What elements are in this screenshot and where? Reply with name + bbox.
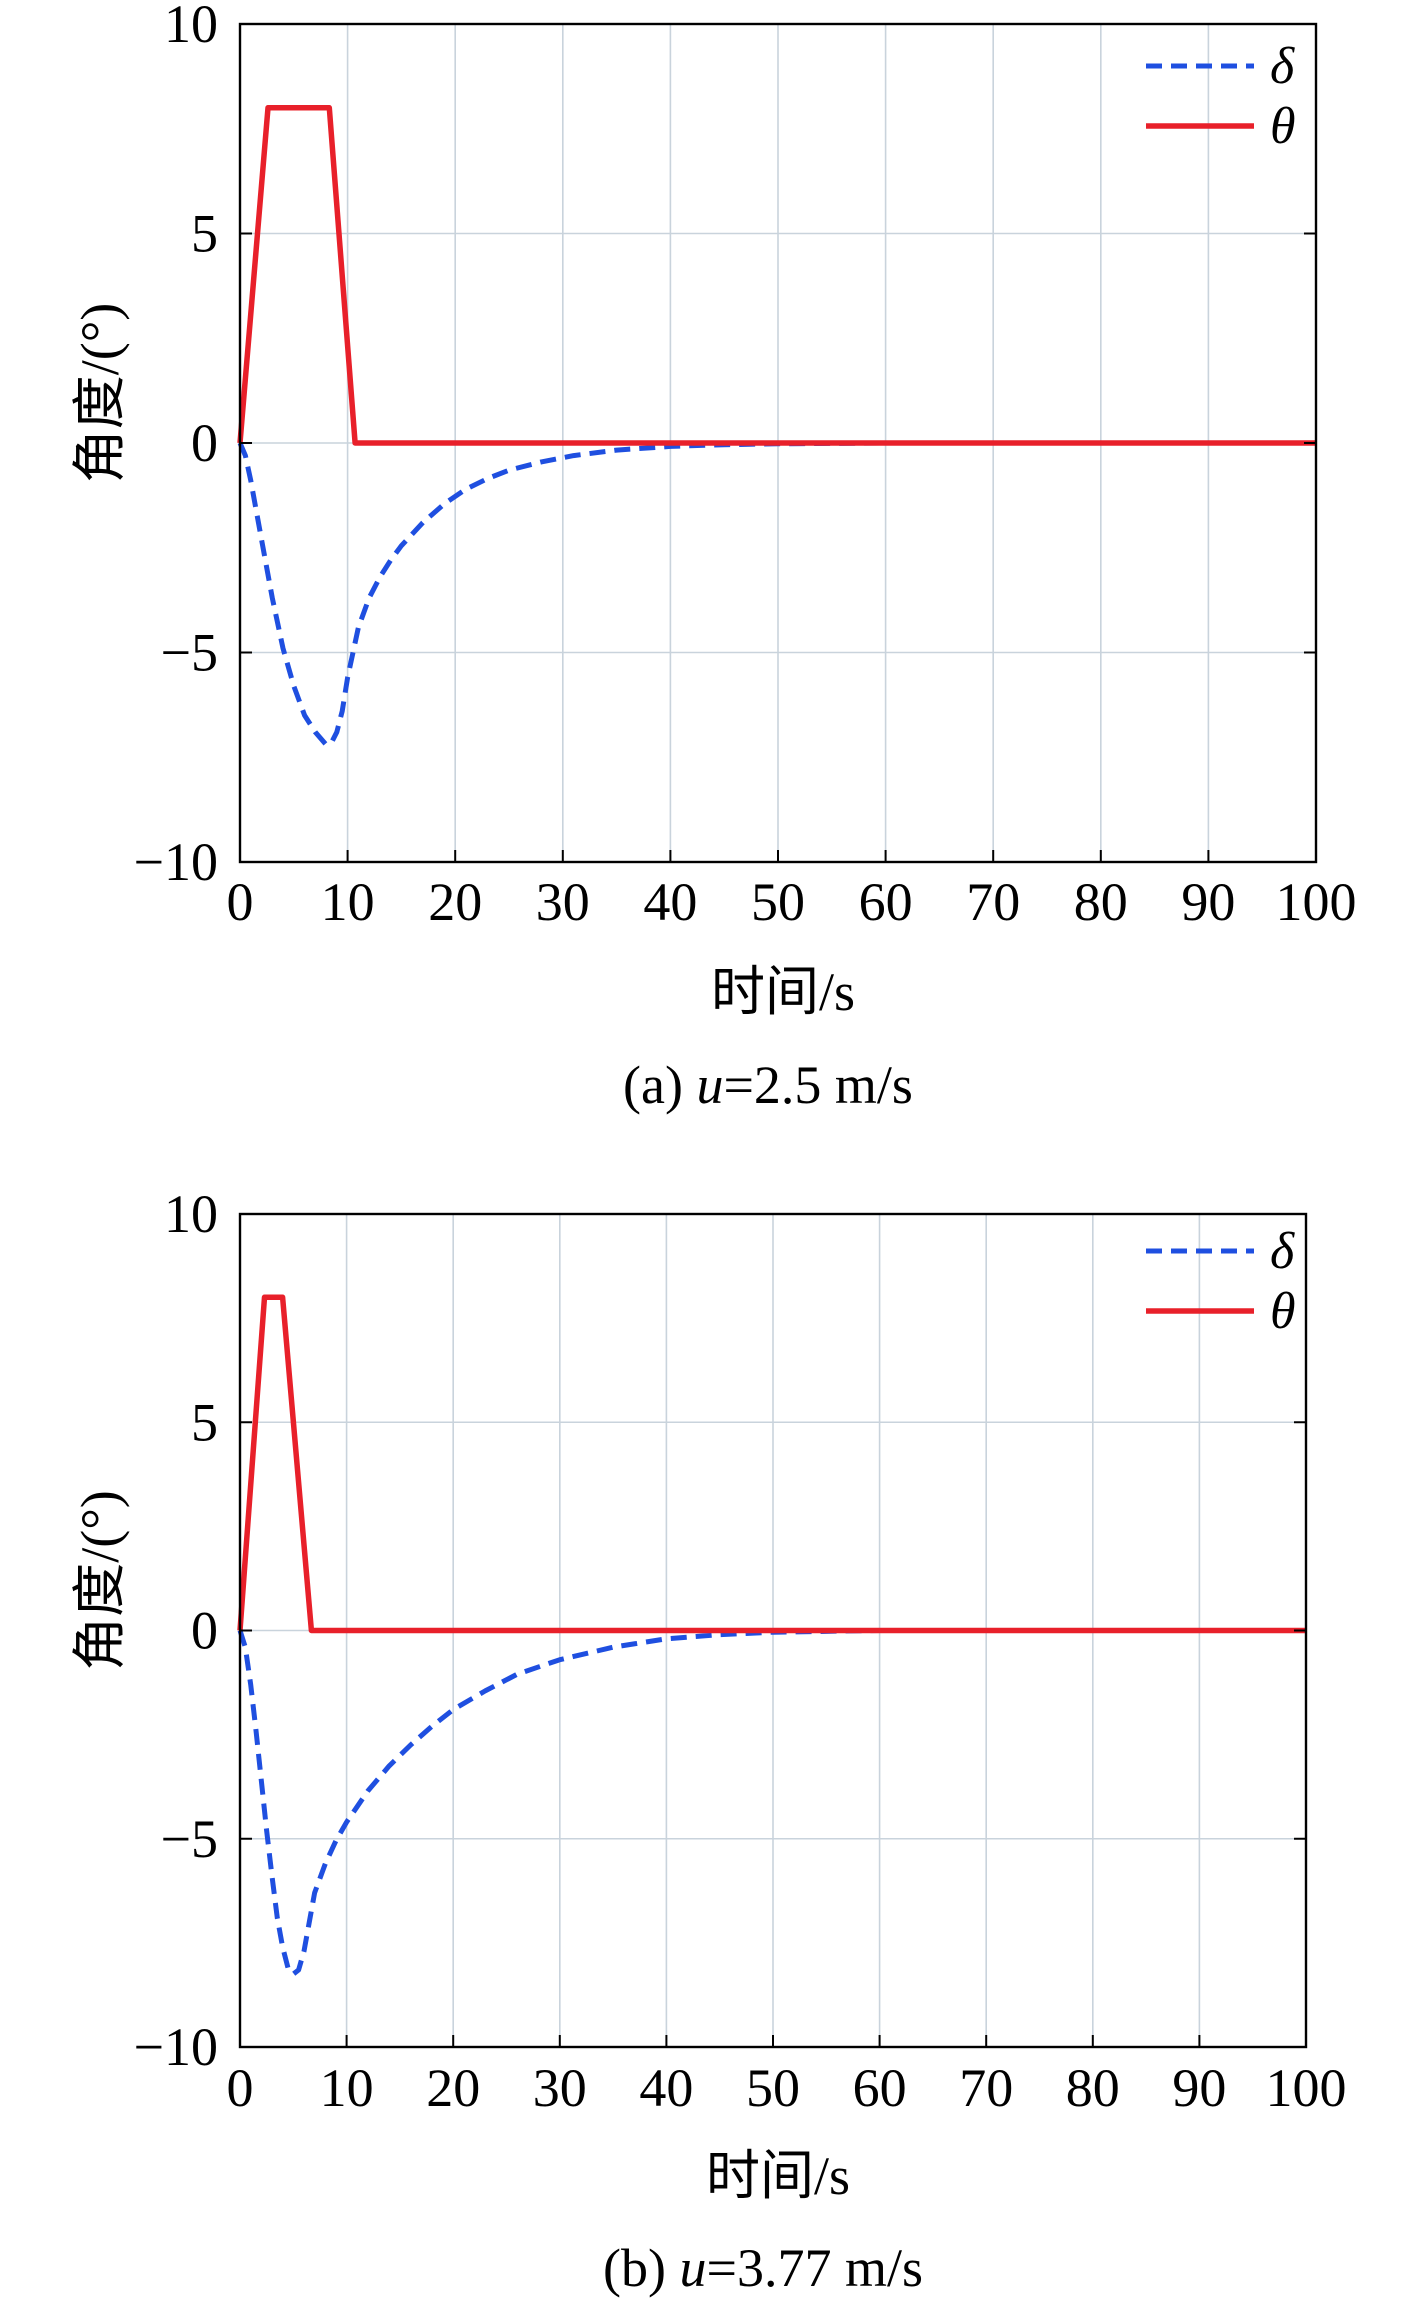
chart-a-xtick-label-40: 40 [643,872,697,932]
chart-a-xtick-label-60: 60 [859,872,913,932]
chart-b-plot: 0 10 20 30 40 50 60 70 80 90 1001050−5−10时间/s角度/(°… [70,1184,1347,2298]
chart-b-ylabel: 角度/(°) [70,1490,130,1671]
chart-a-legend-delta-label: δ [1270,38,1295,95]
chart-b-caption-var: u [679,2238,706,2298]
chart-b-caption-value: =3.77 m/s [706,2238,922,2298]
chart-b-ytick-label-2: 0 [191,1601,218,1661]
chart-b-xtick-label-10: 10 [320,2058,374,2118]
chart-b-xtick-label-100: 100 [1266,2058,1347,2118]
chart-b-xtick-label-90: 90 [1172,2058,1226,2118]
chart-b-caption: (b) u=3.77 m/s [603,2238,923,2298]
chart-a-series-theta-line [237,105,1316,446]
chart-b-xtick-label-60: 60 [853,2058,907,2118]
chart-b-ytick-label-1: 5 [191,1392,218,1452]
chart-b-ytick-label-4: −10 [134,2017,218,2077]
chart-b-svg: 0 10 20 30 40 50 60 70 80 90 1001050−5−10时间/s角度/(°… [70,1184,1347,2298]
chart-a-xtick-label-0: 0 [227,872,254,932]
chart-a-plot: 0 10 20 30 40 50 60 70 80 90 1001050−5−10时间/s角度/(°… [70,0,1357,1115]
chart-a-xtick-label-30: 30 [536,872,590,932]
chart-b-ytick-label-3: −5 [161,1809,218,1869]
chart-b-xtick-label-40: 40 [639,2058,693,2118]
chart-b-legend-theta-label: θ [1270,1283,1296,1340]
chart-b-caption-prefix: (b) [603,2238,679,2298]
chart-a-xtick-label-100: 100 [1276,872,1357,932]
chart-b-xlabel: 时间/s [706,2146,850,2206]
chart-a-xtick-label-50: 50 [751,872,805,932]
chart-b-series-delta-line [237,1628,1306,1977]
chart-a-svg: 0 10 20 30 40 50 60 70 80 90 1001050−5−10时间/s角度/(°… [70,0,1357,1115]
chart-a-ytick-label-1: 5 [191,204,218,264]
chart-a-ytick-label-2: 0 [191,413,218,473]
chart-a-xlabel: 时间/s [711,962,855,1022]
chart-a-xtick-label-70: 70 [966,872,1020,932]
chart-b-ytick-label-0: 10 [164,1184,218,1244]
chart-b-xtick-label-70: 70 [959,2058,1013,2118]
chart-a-caption: (a) u=2.5 m/s [623,1055,913,1115]
chart-a-legend-theta-label: θ [1270,98,1296,155]
chart-b-xtick-label-30: 30 [533,2058,587,2118]
chart-a-ytick-label-0: 10 [164,0,218,54]
chart-panel-a: 0 10 20 30 40 50 60 70 80 90 100 10 5 0 −5 −10 时间/s 角度/(°… [70,0,1357,1115]
chart-b-xtick-label-20: 20 [426,2058,480,2118]
chart-panel-b: 0 10 20 30 40 50 60 70 80 90 100 10 5 0 −5 −10 时间/s 角度/(°… [0,1149,1417,2298]
chart-a-caption-prefix: (a) [623,1055,696,1115]
chart-b-xtick-label-50: 50 [746,2058,800,2118]
chart-a-xtick-label-80: 80 [1074,872,1128,932]
chart-b-legend-delta-label: δ [1270,1223,1295,1280]
chart-a-caption-var: u [696,1055,723,1115]
chart-a-caption-value: =2.5 m/s [723,1055,912,1115]
chart-b-xtick-label-0: 0 [227,2058,254,2118]
chart-b-series-theta-line [237,1294,1306,1634]
chart-a-xtick-label-90: 90 [1181,872,1235,932]
chart-a-xtick-label-20: 20 [428,872,482,932]
chart-a-ytick-label-4: −10 [134,832,218,892]
chart-a-ylabel: 角度/(°) [70,303,130,484]
chart-a-xtick-label-10: 10 [321,872,375,932]
chart-b-xtick-label-80: 80 [1066,2058,1120,2118]
chart-a-ytick-label-3: −5 [161,623,218,683]
